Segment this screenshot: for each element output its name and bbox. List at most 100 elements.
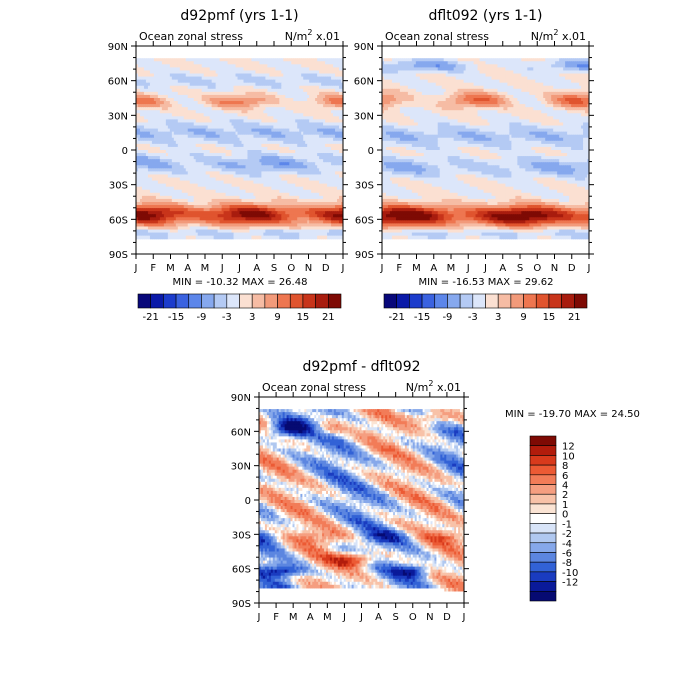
- x-tick-label: J: [466, 263, 470, 274]
- x-tick-label: J: [237, 263, 241, 274]
- colorbar-swatch: [529, 581, 557, 592]
- min-label-value: MIN =: [419, 277, 453, 288]
- colorbar-swatch: [529, 513, 557, 524]
- y-tick-label: 90N: [108, 42, 128, 53]
- colorbar-swatch: [529, 474, 557, 485]
- y-tick-label: 90S: [355, 250, 374, 261]
- panel-title: d92pmf (yrs 1-1): [180, 8, 298, 24]
- colorbar-swatch: [239, 293, 253, 309]
- colorbar-swatch: [150, 293, 164, 309]
- x-tick-label: M: [166, 263, 175, 274]
- y-tick-label: 0: [245, 496, 251, 507]
- colorbar-label: 0: [562, 510, 568, 521]
- x-tick-label: J: [341, 263, 345, 274]
- colorbar-swatch: [226, 293, 240, 309]
- colorbar-swatch: [264, 293, 278, 309]
- colorbar-swatch: [529, 552, 557, 563]
- max-label-value: MAX =: [239, 277, 279, 288]
- y-tick-label: 90S: [109, 250, 128, 261]
- colorbar-swatch: [251, 293, 266, 309]
- colorbar-label: -3: [468, 312, 478, 323]
- contour-field: [382, 58, 589, 240]
- colorbar-label: 21: [322, 312, 335, 323]
- colorbar-swatch: [529, 455, 557, 466]
- y-tick-label: 60N: [108, 77, 128, 88]
- colorbar-swatch: [529, 571, 557, 582]
- panel-1: d92pmf (yrs 1-1) Ocean zonal stress N/m2 x…: [108, 8, 348, 288]
- x-tick-label: J: [359, 612, 363, 623]
- y-tick-label: 30N: [354, 111, 374, 122]
- min-label-value: MIN =: [505, 409, 539, 420]
- min-label-value: MIN =: [173, 277, 207, 288]
- colorbar-swatch: [383, 293, 397, 309]
- colorbar-swatch: [529, 561, 557, 573]
- max-value: 29.62: [525, 277, 554, 288]
- panel-2: dflt092 (yrs 1-1) Ocean zonal stress N/m2 …: [354, 8, 594, 288]
- colorbar-swatch: [529, 590, 557, 602]
- x-tick-label: M: [412, 263, 421, 274]
- x-tick-label: O: [533, 263, 541, 274]
- x-tick-label: N: [551, 263, 558, 274]
- min-max-label: MIN = -19.70 MAX = 24.50: [505, 409, 640, 420]
- x-tick-label: J: [220, 263, 224, 274]
- y-tick-label: 30S: [232, 530, 251, 541]
- panel-title: d92pmf - dflt092: [302, 359, 420, 375]
- x-tick-label: M: [447, 263, 456, 274]
- colorbar-swatch: [302, 293, 316, 309]
- colorbar-label: -6: [562, 548, 572, 559]
- panel-subtitle: Ocean zonal stress: [139, 30, 243, 43]
- colorbar-label: -4: [562, 539, 572, 550]
- min-max-label: MIN = -10.32 MAX = 26.48: [173, 277, 308, 288]
- colorbar-swatch: [434, 293, 448, 309]
- colorbar-swatch: [529, 435, 557, 447]
- colorbar-swatch: [137, 293, 151, 309]
- units-label: N/m2 x.01: [285, 28, 340, 43]
- colorbar-label: -10: [562, 568, 578, 579]
- min-value: -19.70: [539, 409, 571, 420]
- x-tick-label: O: [409, 612, 417, 623]
- colorbar-label: 10: [562, 451, 575, 462]
- colorbar-label: -21: [143, 312, 159, 323]
- colorbar-swatch: [529, 523, 557, 534]
- colorbar-label: -9: [196, 312, 206, 323]
- min-max-label: MIN = -16.53 MAX = 29.62: [419, 277, 554, 288]
- max-value: 26.48: [279, 277, 308, 288]
- x-tick-label: J: [380, 263, 384, 274]
- y-tick-label: 0: [368, 146, 374, 157]
- y-tick-label: 30S: [355, 181, 374, 192]
- colorbar-swatch: [548, 293, 562, 309]
- colorbar-swatch: [529, 484, 557, 495]
- colorbar-swatch: [175, 293, 190, 309]
- colorbar-label: 12: [562, 442, 575, 453]
- colorbar-label: 2: [562, 490, 568, 501]
- colorbar-swatch: [396, 293, 410, 309]
- colorbar-swatch: [529, 464, 557, 476]
- x-tick-label: A: [499, 263, 506, 274]
- x-tick-label: M: [289, 612, 298, 623]
- x-tick-label: F: [396, 263, 402, 274]
- y-tick-label: 0: [122, 146, 128, 157]
- x-tick-label: F: [150, 263, 156, 274]
- colorbar-swatch: [447, 293, 461, 309]
- colorbar-label: 4: [562, 481, 568, 492]
- colorbar-swatch: [277, 293, 291, 309]
- x-tick-label: J: [483, 263, 487, 274]
- colorbar-label: -8: [562, 558, 572, 569]
- panel-subtitle: Ocean zonal stress: [262, 381, 366, 394]
- max-label-value: MAX =: [485, 277, 525, 288]
- colorbar-label: 21: [568, 312, 581, 323]
- x-tick-label: A: [307, 612, 314, 623]
- colorbar-swatch: [523, 293, 537, 309]
- colorbar-swatch: [421, 293, 436, 309]
- y-tick-label: 60N: [354, 77, 374, 88]
- panel-subtitle: Ocean zonal stress: [385, 30, 489, 43]
- x-tick-label: A: [375, 612, 382, 623]
- x-tick-label: J: [587, 263, 591, 274]
- x-tick-label: M: [323, 612, 332, 623]
- colorbar-swatch: [459, 293, 474, 309]
- colorbar-label: -15: [168, 312, 184, 323]
- colorbar-label: 8: [562, 461, 568, 472]
- colorbar-swatch: [529, 493, 557, 505]
- y-tick-label: 60S: [109, 215, 128, 226]
